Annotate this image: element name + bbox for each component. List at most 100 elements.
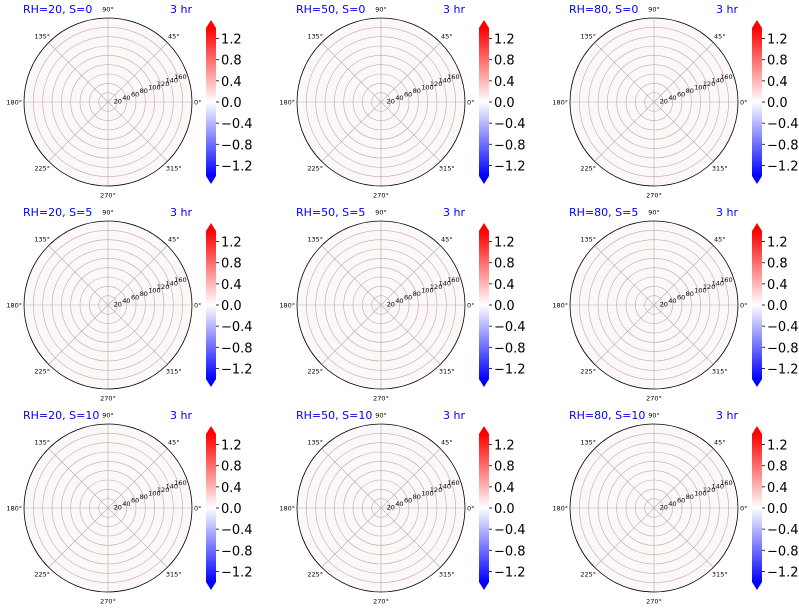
polar-panel-2: 0°45°90°135°180°225°270°315°20 40 60 80 1001…: [279, 3, 525, 200]
colorbar-tick-label: 0.4: [221, 278, 242, 293]
polar-outline: [296, 17, 466, 187]
polar-panel-4: 0°45°90°135°180°225°270°315°20 40 60 80 1001…: [6, 206, 252, 403]
colorbar-tick-label: −0.4: [494, 320, 526, 335]
angle-tick-label: 90°: [375, 209, 387, 217]
radial-tick-label: 140: [712, 280, 724, 288]
colorbar-tick-label: 0.4: [767, 481, 788, 496]
radial-tick-label: 40: [668, 297, 676, 305]
colorbar-tick-label: 1.2: [221, 439, 242, 454]
radial-tick-label: 20: [387, 301, 395, 309]
angle-tick-label: 0°: [194, 505, 201, 513]
colorbar-tick-label: −0.4: [221, 320, 253, 335]
radial-tick-label: 120: [703, 486, 715, 494]
radial-tick-label: 120: [157, 486, 169, 494]
angle-tick-label: 225°: [34, 570, 50, 578]
colorbar-tick-label: 0.0: [221, 96, 242, 111]
angle-tick-label: 0°: [740, 505, 747, 513]
panel-subtitle: 3 hr: [716, 206, 738, 219]
colorbar: 1.2 0.8 0.4 0.0 −0.4 −0.8 −1.2: [206, 223, 253, 387]
colorbar-gradient: [206, 28, 216, 176]
angle-tick-label: 225°: [307, 164, 323, 172]
radial-tick-label: 40: [395, 297, 403, 305]
polar-panel-1: 0°45°90°135°180°225°270°315°20 40 60 80 1001…: [6, 3, 252, 200]
colorbar-extend-min: [752, 176, 762, 184]
panel-title: RH=50, S=10: [296, 409, 372, 422]
colorbar-tick-label: 0.8: [767, 54, 788, 69]
colorbar-tick-label: −0.8: [494, 544, 526, 559]
colorbar-tick-label: −1.2: [494, 159, 526, 174]
radial-tick-label: 160: [720, 479, 732, 487]
polar-outline: [296, 423, 466, 593]
colorbar-tick-label: −0.4: [767, 320, 799, 335]
radial-tick-label: 20: [387, 98, 395, 106]
colorbar-tick-label: −1.2: [767, 565, 799, 580]
angle-tick-label: 45°: [441, 439, 453, 447]
angular-gridline: [48, 507, 109, 568]
radial-tick-label: 120: [157, 80, 169, 88]
angular-gridline: [107, 42, 168, 103]
radial-tick-label: 80: [413, 493, 421, 501]
colorbar: 1.2 0.8 0.4 0.0 −0.4 −0.8 −1.2: [479, 20, 526, 184]
panel-title: RH=20, S=10: [23, 409, 99, 422]
colorbar: 1.2 0.8 0.4 0.0 −0.4 −0.8 −1.2: [479, 223, 526, 387]
radial-tick-label: 40: [395, 94, 403, 102]
colorbar-tick-label: 0.4: [494, 278, 515, 293]
angular-gridline: [594, 245, 655, 306]
angle-tick-label: 90°: [102, 6, 114, 14]
colorbar-tick-label: 1.2: [494, 439, 515, 454]
angular-gridline: [107, 304, 168, 365]
angle-tick-label: 0°: [740, 302, 747, 310]
radial-tick-label: 40: [668, 94, 676, 102]
radial-tick-label: 40: [122, 297, 130, 305]
angle-tick-label: 315°: [439, 570, 455, 578]
radial-tick-label: 140: [439, 77, 451, 85]
radial-tick-label: 100: [148, 84, 160, 92]
radial-tick-label: 60: [404, 294, 412, 302]
angle-tick-label: 225°: [307, 570, 323, 578]
angular-gridline: [48, 42, 109, 103]
angle-tick-label: 45°: [168, 236, 180, 244]
angular-gridline: [594, 507, 655, 568]
colorbar-tick-label: 0.0: [494, 299, 515, 314]
polar-outline: [296, 220, 466, 390]
colorbar-tick-label: −0.4: [494, 117, 526, 132]
angle-tick-label: 90°: [648, 6, 660, 14]
angle-tick-label: 315°: [439, 367, 455, 375]
radial-tick-label: 40: [668, 500, 676, 508]
angle-tick-label: 0°: [467, 505, 474, 513]
angle-tick-label: 135°: [580, 236, 596, 244]
radial-tick-label: 20: [114, 301, 122, 309]
polar-outline: [569, 423, 739, 593]
angular-gridline: [380, 507, 441, 568]
angle-tick-label: 135°: [307, 236, 323, 244]
polar-panel-9: 0°45°90°135°180°225°270°315°20 40 60 80 1001…: [552, 409, 798, 606]
panel-title: RH=80, S=10: [569, 409, 645, 422]
colorbar-extend-max: [206, 223, 216, 231]
radial-tick-label: 60: [404, 497, 412, 505]
colorbar-tick-label: −0.8: [221, 544, 253, 559]
colorbar-tick-label: −1.2: [494, 362, 526, 377]
panel-subtitle: 3 hr: [716, 409, 738, 422]
radial-tick-label: 80: [686, 493, 694, 501]
colorbar-extend-min: [206, 379, 216, 387]
colorbar: 1.2 0.8 0.4 0.0 −0.4 −0.8 −1.2: [206, 20, 253, 184]
colorbar-tick-label: −1.2: [221, 362, 253, 377]
angle-tick-label: 45°: [714, 33, 726, 41]
radial-tick-label: 60: [677, 91, 685, 99]
radial-tick-label: 120: [157, 283, 169, 291]
panel-subtitle: 3 hr: [443, 409, 465, 422]
radial-tick-label: 20: [660, 98, 668, 106]
polar-outline: [23, 17, 193, 187]
angle-tick-label: 135°: [34, 439, 50, 447]
colorbar-extend-min: [479, 582, 489, 590]
angle-tick-label: 45°: [168, 439, 180, 447]
colorbar: 1.2 0.8 0.4 0.0 −0.4 −0.8 −1.2: [752, 426, 799, 590]
colorbar-extend-min: [752, 379, 762, 387]
angle-tick-label: 180°: [279, 99, 295, 107]
radial-tick-label: 60: [131, 294, 139, 302]
radial-tick-label: 100: [421, 287, 433, 295]
radial-tick-label: 80: [140, 87, 148, 95]
polar-panel-3: 0°45°90°135°180°225°270°315°20 40 60 80 1001…: [552, 3, 798, 200]
angular-gridline: [653, 245, 714, 306]
colorbar-gradient: [752, 434, 762, 582]
